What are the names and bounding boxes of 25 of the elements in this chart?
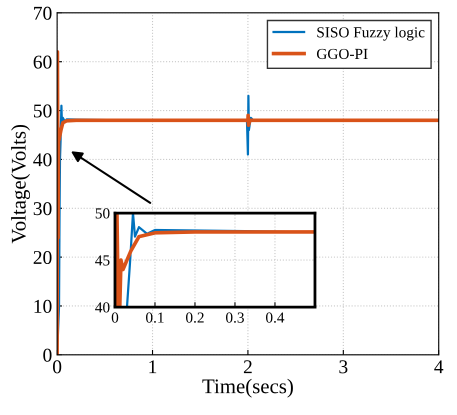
- y-tick-label: 0: [43, 348, 52, 362]
- y-tick-label: 10: [34, 300, 52, 313]
- x-tick-label: 0.3: [226, 312, 244, 323]
- y-tick-label: 40: [95, 302, 110, 313]
- y-tick-label: 45: [95, 255, 110, 266]
- y-tick-label: 20: [34, 250, 52, 264]
- x-tick-label: 3: [339, 360, 348, 374]
- x-tick-label: 0.1: [146, 312, 164, 323]
- y-tick-label: 30: [34, 202, 52, 216]
- y-axis-title: Voltage(Volts): [11, 124, 30, 244]
- x-tick-label: 0.4: [266, 312, 284, 323]
- x-tick-label: 0: [112, 312, 118, 323]
- y-tick-label: 50: [96, 208, 110, 219]
- y-tick-label: 70: [34, 6, 52, 20]
- x-tick-label: 2: [244, 360, 252, 374]
- legend-label: SISO Fuzzy logic: [317, 26, 424, 41]
- x-tick-label: 4: [434, 360, 444, 374]
- legend-label: GGO-PI: [316, 48, 368, 60]
- x-tick-label: 1: [149, 360, 156, 374]
- x-tick-label: 0: [53, 360, 62, 374]
- y-tick-label: 60: [34, 56, 52, 69]
- x-tick-label: 0.2: [186, 312, 204, 323]
- y-tick-label: 40: [33, 153, 52, 166]
- y-tick-label: 50: [34, 104, 52, 118]
- x-axis-title: Time(secs): [202, 378, 293, 398]
